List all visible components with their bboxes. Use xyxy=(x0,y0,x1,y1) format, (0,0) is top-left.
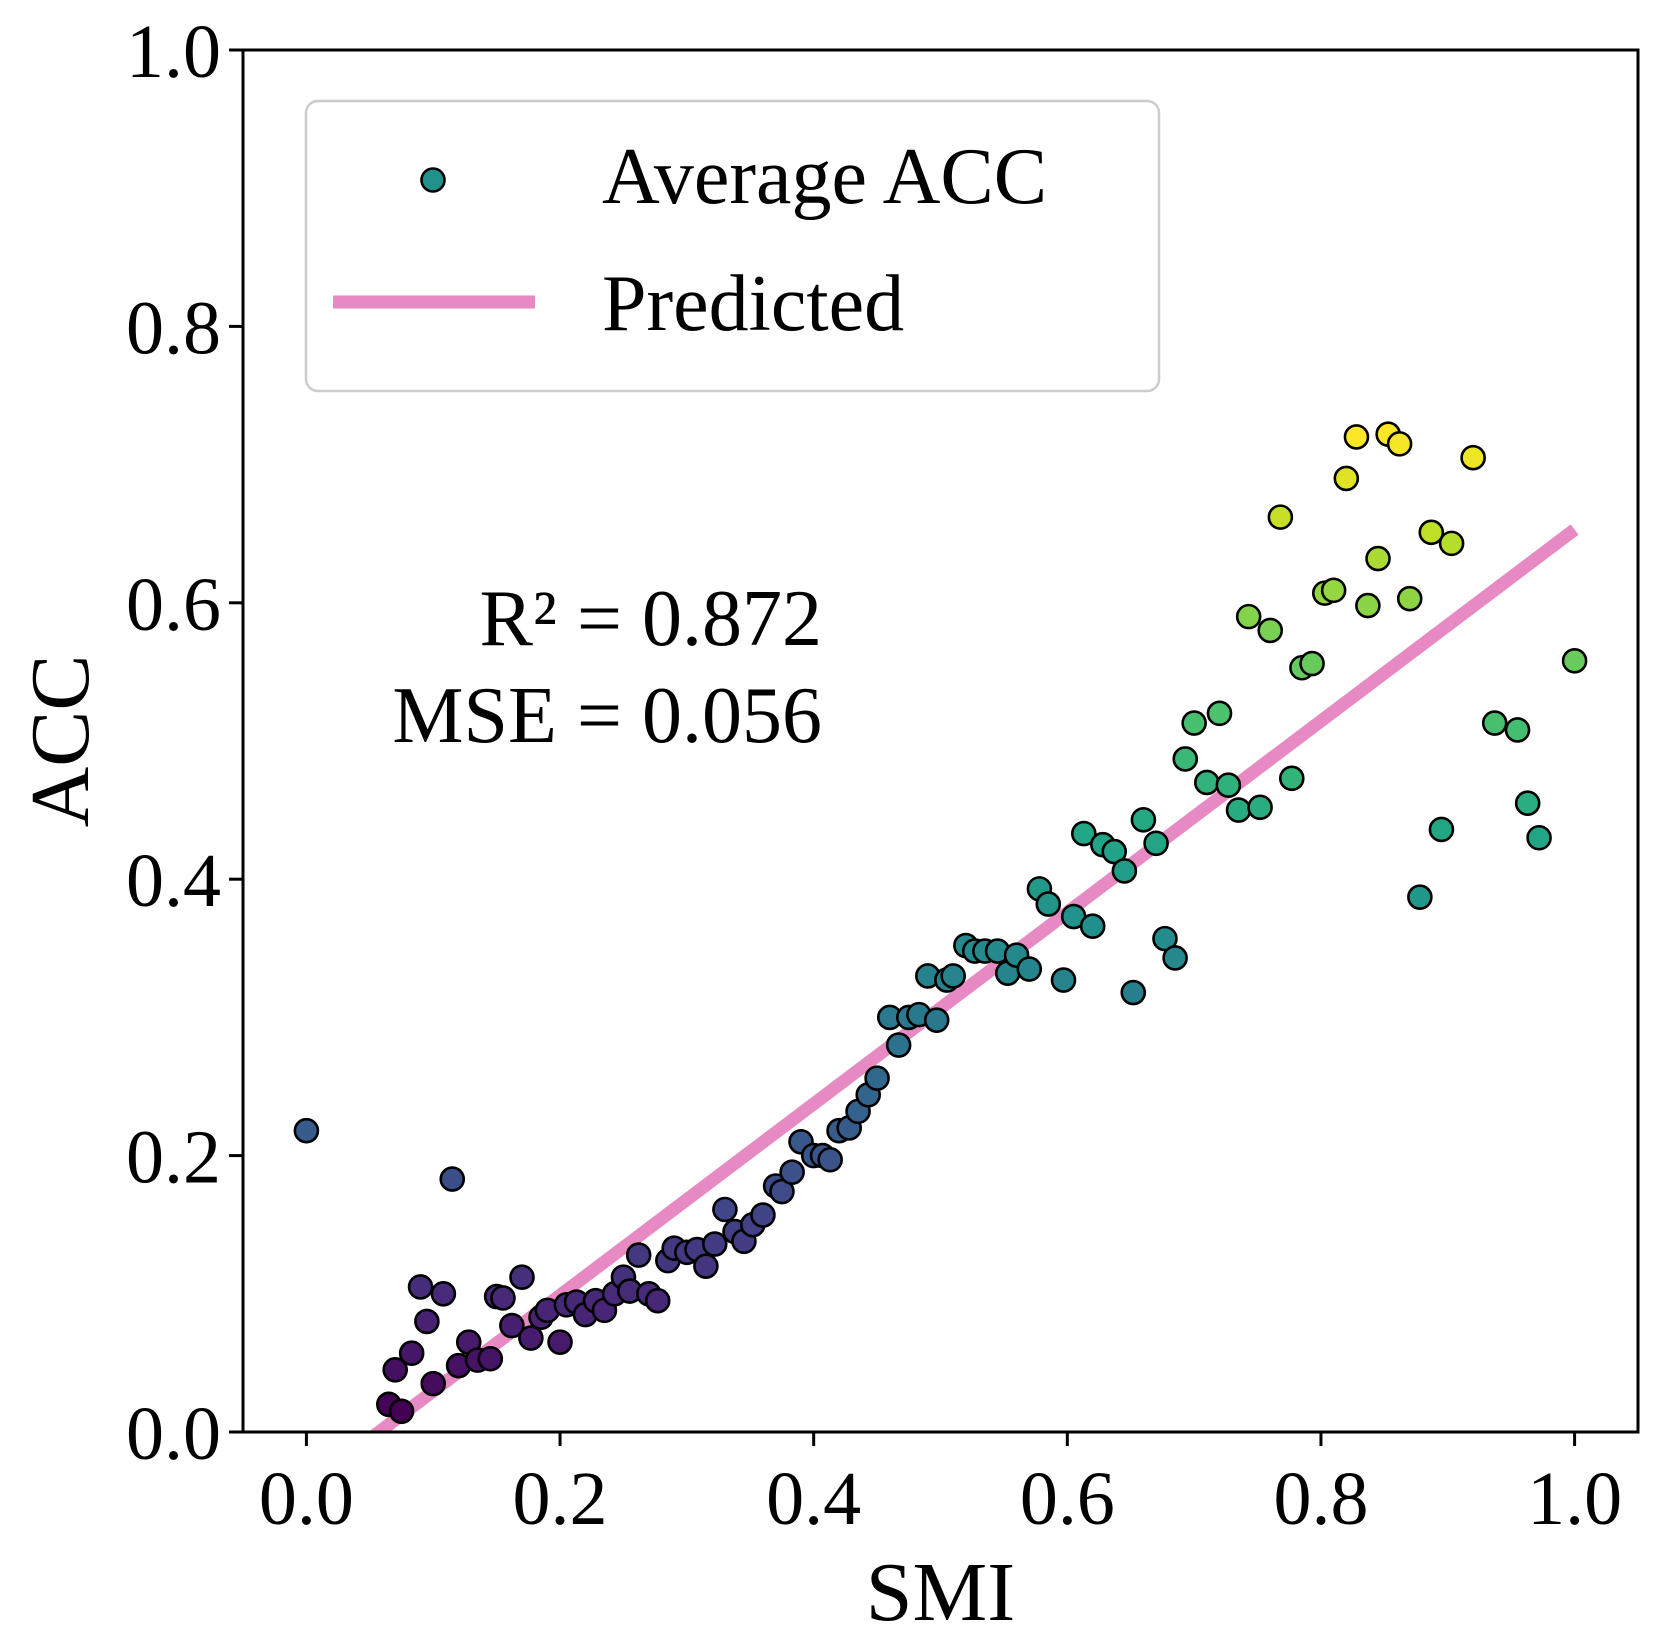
data-point-33 xyxy=(644,1287,671,1314)
data-point-109 xyxy=(1418,519,1445,546)
y-axis-title: ACC xyxy=(14,655,107,828)
y-tick-label-4: 0.8 xyxy=(126,286,221,370)
data-point-71 xyxy=(1016,956,1043,982)
y-tick-label-2: 0.4 xyxy=(126,839,221,923)
legend-label-predicted: Predicted xyxy=(602,260,904,348)
data-point-108 xyxy=(1407,884,1433,910)
x-tick-label-0: 0.0 xyxy=(259,1457,354,1541)
data-point-92 xyxy=(1235,603,1262,630)
data-point-90 xyxy=(1215,772,1242,799)
data-point-9 xyxy=(420,1370,447,1397)
data-point-84 xyxy=(1152,925,1178,952)
data-point-85 xyxy=(1162,945,1188,971)
data-point-106 xyxy=(1386,431,1413,457)
x-tick-label-2: 0.4 xyxy=(766,1457,861,1541)
data-point-117 xyxy=(1561,648,1588,674)
axes-frame xyxy=(241,48,1640,1434)
data-point-114 xyxy=(1504,717,1531,743)
data-point-31 xyxy=(625,1242,652,1268)
data-point-86 xyxy=(1172,746,1199,772)
x-tick-label-4: 0.8 xyxy=(1273,1457,1368,1541)
x-tick-label-3: 0.6 xyxy=(1020,1457,1115,1541)
data-point-46 xyxy=(769,1178,795,1205)
data-point-81 xyxy=(1120,979,1147,1006)
mse-annotation: MSE = 0.056 xyxy=(392,672,822,760)
data-point-103 xyxy=(1355,592,1381,619)
legend-marker-icon xyxy=(420,167,446,193)
data-point-116 xyxy=(1526,824,1552,851)
data-point-79 xyxy=(1101,838,1128,865)
fit-statistics: R² = 0.872 MSE = 0.056 xyxy=(392,575,822,760)
x-axis: 0.0 0.2 0.4 0.6 0.8 1.0 xyxy=(259,1432,1622,1541)
data-point-100 xyxy=(1320,577,1347,604)
data-point-107 xyxy=(1396,585,1423,612)
y-tick-label-5: 1.0 xyxy=(126,10,221,94)
data-point-18 xyxy=(509,1264,535,1291)
data-point-77 xyxy=(1079,913,1106,939)
data-point-47 xyxy=(779,1159,805,1185)
data-point-17 xyxy=(499,1312,525,1339)
data-point-73 xyxy=(1035,891,1062,917)
data-point-113 xyxy=(1481,710,1508,736)
data-point-40 xyxy=(712,1196,738,1223)
data-point-104 xyxy=(1365,545,1391,572)
data-point-56 xyxy=(864,1065,890,1092)
data-point-64 xyxy=(940,963,966,989)
data-point-111 xyxy=(1438,530,1465,557)
plot-area xyxy=(293,421,1588,1432)
data-point-7 xyxy=(407,1274,434,1300)
data-point-89 xyxy=(1206,700,1233,727)
legend-label-average-acc: Average ACC xyxy=(602,133,1047,221)
predicted-line xyxy=(368,524,1579,1432)
data-point-51 xyxy=(817,1146,843,1173)
x-tick-label-1: 0.2 xyxy=(513,1457,608,1541)
data-point-5 xyxy=(388,1398,415,1425)
data-point-38 xyxy=(693,1253,719,1279)
data-point-1 xyxy=(293,1117,320,1144)
data-point-87 xyxy=(1181,710,1207,736)
data-point-14 xyxy=(477,1345,504,1372)
data-point-76 xyxy=(1071,820,1097,847)
data-point-91 xyxy=(1225,797,1252,823)
data-point-62 xyxy=(923,1007,950,1033)
data-point-102 xyxy=(1343,424,1370,450)
data-point-2 xyxy=(439,1166,466,1192)
data-point-94 xyxy=(1257,617,1284,644)
data-point-4 xyxy=(382,1357,408,1383)
data-point-112 xyxy=(1460,444,1486,471)
y-axis: 0.0 0.2 0.4 0.6 0.8 1.0 xyxy=(126,10,243,1476)
x-tick-label-5: 1.0 xyxy=(1527,1457,1622,1541)
data-point-101 xyxy=(1333,465,1360,492)
data-point-83 xyxy=(1143,830,1169,857)
data-point-95 xyxy=(1267,504,1294,530)
y-tick-label-0: 0.0 xyxy=(126,1392,221,1476)
data-point-115 xyxy=(1514,790,1541,816)
data-point-19 xyxy=(518,1325,544,1351)
y-tick-label-3: 0.6 xyxy=(126,563,221,647)
x-axis-title: SMI xyxy=(866,1546,1015,1639)
data-point-96 xyxy=(1278,765,1305,792)
data-point-74 xyxy=(1050,967,1077,993)
legend-box xyxy=(304,99,1161,393)
data-point-88 xyxy=(1194,769,1220,796)
data-point-22 xyxy=(547,1329,573,1355)
data-point-39 xyxy=(701,1231,728,1257)
data-point-93 xyxy=(1247,794,1273,821)
data-point-98 xyxy=(1299,650,1325,677)
data-point-58 xyxy=(885,1032,912,1058)
data-point-80 xyxy=(1111,858,1138,884)
data-point-6 xyxy=(398,1340,425,1367)
data-point-16 xyxy=(490,1285,516,1311)
y-tick-label-1: 0.2 xyxy=(126,1116,221,1200)
r-squared-annotation: R² = 0.872 xyxy=(480,575,822,663)
data-point-8 xyxy=(414,1308,440,1335)
data-point-10 xyxy=(430,1281,457,1307)
legend: Average ACC Predicted xyxy=(304,99,1161,393)
data-point-44 xyxy=(750,1202,776,1228)
data-point-110 xyxy=(1428,816,1455,843)
data-point-82 xyxy=(1130,806,1157,833)
